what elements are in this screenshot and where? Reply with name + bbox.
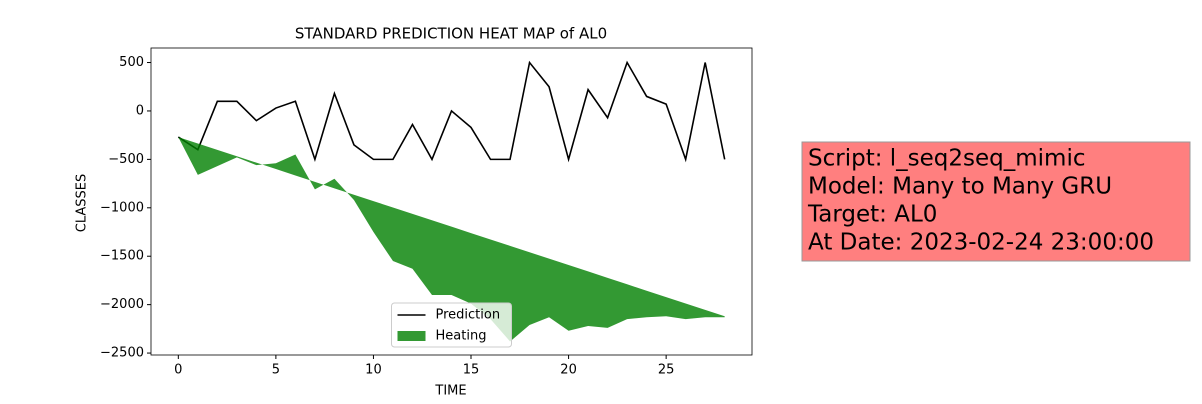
y-tick-label: −1000: [100, 200, 144, 215]
plot-frame: [150, 47, 753, 356]
x-tick-label: 25: [658, 363, 675, 378]
annotation-box: [801, 141, 1191, 262]
legend-label: Heating: [436, 329, 487, 344]
chart-title: STANDARD PREDICTION HEAT MAP of AL0: [295, 25, 607, 43]
x-tick-label: 5: [272, 363, 280, 378]
legend-swatch: [397, 331, 426, 341]
line: [177, 60, 726, 163]
annotation-line: At Date: 2023-02-24 23:00:00: [808, 230, 1154, 256]
annotation-line: Model: Many to Many GRU: [808, 174, 1112, 200]
y-tick-label: −2000: [100, 297, 144, 312]
x-axis-label: TIME: [434, 384, 466, 399]
y-tick-label: −500: [108, 152, 144, 167]
y-tick-label: −1500: [100, 249, 144, 264]
annotation-line: Target: AL0: [807, 202, 937, 228]
y-tick-label: −2500: [100, 346, 144, 361]
y-tick-label: 0: [136, 103, 144, 118]
y-axis-label: CLASSES: [75, 174, 90, 232]
legend-label: Prediction: [436, 308, 501, 323]
y-tick-label: 500: [119, 55, 144, 70]
area: [178, 137, 725, 342]
x-tick-label: 0: [174, 363, 182, 378]
x-tick-label: 15: [463, 363, 480, 378]
x-tick-label: 10: [365, 363, 382, 378]
x-tick-label: 20: [560, 363, 577, 378]
annotation-line: Script: l_seq2seq_mimic: [808, 146, 1086, 172]
